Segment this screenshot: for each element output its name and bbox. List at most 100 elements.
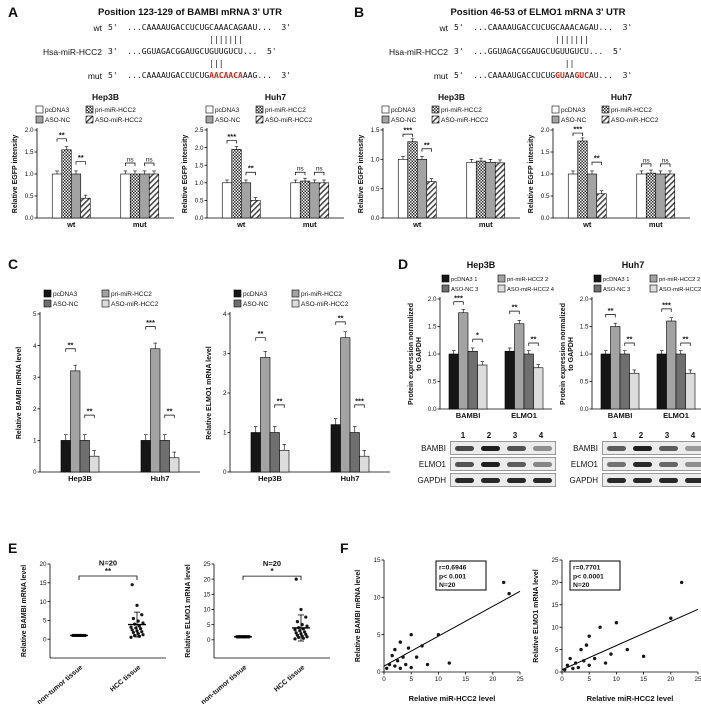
svg-text:ns: ns xyxy=(316,166,324,173)
svg-text:Relative BAMBI mRNA level: Relative BAMBI mRNA level xyxy=(21,565,28,657)
svg-text:wt: wt xyxy=(236,220,246,229)
svg-text:pri-miR-HCC2 2: pri-miR-HCC2 2 xyxy=(507,277,548,283)
scatter-elmo1-mirhcc2: 0 5 10 15 20 25 0 5 10 15 20 25 r=0.7701 p< 0.0001 N=2… xyxy=(530,552,701,708)
svg-text:2.0: 2.0 xyxy=(195,145,204,152)
svg-text:2.0: 2.0 xyxy=(25,127,34,134)
svg-text:ns: ns xyxy=(146,157,154,164)
svg-text:1: 1 xyxy=(223,430,227,437)
svg-text:0.5: 0.5 xyxy=(371,186,380,193)
svg-text:15: 15 xyxy=(551,602,559,609)
svg-text:1.0: 1.0 xyxy=(25,171,34,178)
svg-text:pcDNA3: pcDNA3 xyxy=(45,107,70,114)
panel-a: A Position 123-129 of BAMBI mRNA 3' UTR … xyxy=(8,4,350,237)
huh7-title: Huh7 xyxy=(621,260,645,270)
svg-text:15: 15 xyxy=(373,557,381,564)
svg-text:0.5: 0.5 xyxy=(428,379,437,386)
svg-text:pcDNA3: pcDNA3 xyxy=(391,107,416,114)
svg-text:***: *** xyxy=(454,293,463,302)
svg-text:5: 5 xyxy=(207,622,211,629)
svg-text:0: 0 xyxy=(33,469,37,476)
svg-text:1.0: 1.0 xyxy=(541,171,550,178)
svg-text:**: ** xyxy=(87,407,93,416)
svg-text:10: 10 xyxy=(373,595,381,602)
svg-text:**: ** xyxy=(338,313,344,322)
svg-text:pcDNA3: pcDNA3 xyxy=(243,291,268,298)
svg-text:pri-miR-HCC2: pri-miR-HCC2 xyxy=(441,107,482,114)
svg-text:0: 0 xyxy=(555,669,559,676)
chart-protein-hep3b: pcDNA3 1 pri-miR-HCC2 2 ASO-NC 3 ASO-miR-HC… xyxy=(406,271,556,428)
svg-text:N=20: N=20 xyxy=(263,559,281,568)
svg-text:***: *** xyxy=(146,318,155,327)
svg-text:25: 25 xyxy=(516,676,524,683)
svg-text:15: 15 xyxy=(462,676,470,683)
svg-text:N=20: N=20 xyxy=(573,582,590,589)
svg-text:0.0: 0.0 xyxy=(580,406,589,413)
dotplot-elmo1-tissue: 0 5 10 15 20 25 non-tumor tissue HCC tissue * N=2… xyxy=(182,552,340,708)
westernblot-huh7: 1 2 3 4 BAMBI ELMO1 GAPDH xyxy=(558,431,701,489)
svg-text:0.0: 0.0 xyxy=(541,215,550,222)
svg-text:2.0: 2.0 xyxy=(580,296,589,303)
svg-text:2.5: 2.5 xyxy=(195,127,204,134)
panel-a-letter: A xyxy=(8,4,19,20)
panel-b: B Position 46-53 of ELMO1 mRNA 3' UTR wt… xyxy=(354,4,700,237)
svg-text:Protein expression normalized: Protein expression normalized xyxy=(408,303,415,405)
svg-text:0.0: 0.0 xyxy=(371,215,380,222)
svg-text:**: ** xyxy=(167,407,173,416)
svg-text:ASO-NC: ASO-NC xyxy=(45,117,71,124)
svg-text:**: ** xyxy=(608,306,614,315)
dotplot-bambi-tissue: 0 5 10 15 20 non-tumor tissue HCC tissue ** N=20… xyxy=(18,552,176,708)
svg-text:0.0: 0.0 xyxy=(25,215,34,222)
svg-text:20: 20 xyxy=(667,676,675,683)
svg-text:***: *** xyxy=(573,125,582,134)
svg-text:25: 25 xyxy=(203,561,211,568)
svg-text:2: 2 xyxy=(223,390,227,397)
svg-text:*: * xyxy=(476,331,479,340)
svg-text:***: *** xyxy=(227,132,236,141)
svg-text:5: 5 xyxy=(377,632,381,639)
svg-text:**: ** xyxy=(105,567,112,576)
bambi-utr-alignment: wt 5' ...CAAAAUGACCUCUGCAAACAGAAU... 3' |… xyxy=(42,23,292,81)
svg-text:to GAPDH: to GAPDH xyxy=(416,337,423,371)
svg-text:0: 0 xyxy=(377,669,381,676)
chart-elmo1-egfp-hep3b: Hep3B pcDNA3 pri-miR-HCC2 ASO-NC ASO-miR-HCC… xyxy=(356,90,524,237)
svg-text:non-tumor tissue: non-tumor tissue xyxy=(200,664,248,704)
svg-text:4: 4 xyxy=(33,343,37,350)
svg-text:0: 0 xyxy=(560,676,564,683)
svg-text:1.0: 1.0 xyxy=(371,157,380,164)
svg-text:Relative ELMO1 mRNA level: Relative ELMO1 mRNA level xyxy=(185,564,192,658)
svg-text:1.5: 1.5 xyxy=(541,149,550,156)
panel-a-title: Position 123-129 of BAMBI mRNA 3' UTR xyxy=(97,7,283,18)
svg-text:0: 0 xyxy=(382,676,386,683)
svg-text:Relative EGFP intensity: Relative EGFP intensity xyxy=(182,135,189,214)
svg-text:Relative ELMO1 mRNA level: Relative ELMO1 mRNA level xyxy=(206,346,213,440)
panel-b-letter: B xyxy=(354,4,365,20)
svg-text:20: 20 xyxy=(551,580,559,587)
svg-text:1.5: 1.5 xyxy=(371,127,380,134)
svg-text:0: 0 xyxy=(207,637,211,644)
svg-text:20: 20 xyxy=(39,561,47,568)
svg-text:5: 5 xyxy=(409,676,413,683)
svg-text:***: *** xyxy=(355,396,364,405)
svg-text:**: ** xyxy=(277,396,283,405)
svg-text:pri-miR-HCC2 2: pri-miR-HCC2 2 xyxy=(659,277,700,283)
hep3b-title: Hep3B xyxy=(466,260,496,270)
svg-text:non-tumor tissue: non-tumor tissue xyxy=(36,664,84,704)
svg-text:*: * xyxy=(270,567,274,576)
svg-text:**: ** xyxy=(512,303,518,312)
svg-text:**: ** xyxy=(531,335,537,344)
svg-text:2.0: 2.0 xyxy=(541,127,550,134)
svg-text:ELMO1: ELMO1 xyxy=(663,411,689,420)
chart-bambi-egfp-huh7: Huh7 pcDNA3 pri-miR-HCC2 ASO-NC ASO-miR-HCC2… xyxy=(180,90,348,237)
elmo1-utr-alignment: wt 5' ...CAAAAUGACCUCUGCAAACAGAU... 3' ||… xyxy=(388,23,633,81)
svg-text:BAMBI: BAMBI xyxy=(456,411,481,420)
svg-text:25: 25 xyxy=(551,557,559,564)
svg-text:1.5: 1.5 xyxy=(195,162,204,169)
svg-text:ASO-miR-HCC2: ASO-miR-HCC2 xyxy=(441,117,489,124)
svg-text:0.5: 0.5 xyxy=(580,379,589,386)
svg-text:Protein expression normalized: Protein expression normalized xyxy=(560,303,567,405)
svg-text:Relative EGFP intensity: Relative EGFP intensity xyxy=(528,135,535,214)
svg-text:1.0: 1.0 xyxy=(195,180,204,187)
svg-text:pri-miR-HCC2: pri-miR-HCC2 xyxy=(301,291,342,298)
westernblot-hep3b: 1 2 3 4 BAMBI ELMO1 GAPDH xyxy=(406,431,556,489)
